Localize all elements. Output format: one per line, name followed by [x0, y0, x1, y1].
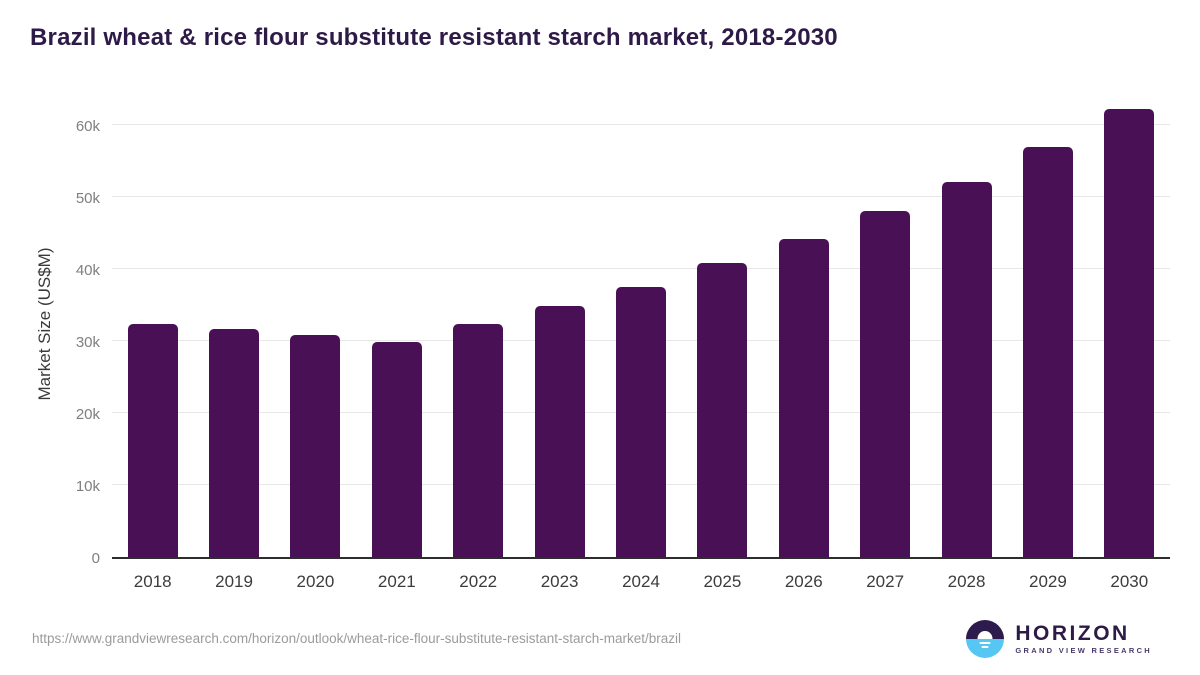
bar-2030: [1104, 109, 1155, 557]
xtick-label-2030: 2030: [1110, 572, 1149, 591]
bar-2024: [616, 287, 666, 557]
page-title: Brazil wheat & rice flour substitute res…: [30, 24, 838, 51]
ytick-label-50k: 50k: [75, 190, 100, 207]
x-axis-tick-labels: 2018 2019 2020 2021 2022 2023 2024 2025 2026 2027…: [112, 572, 1170, 596]
bar-2025: [697, 263, 748, 557]
xtick-label-2025: 2025: [703, 572, 742, 591]
horizon-logo: HORIZON GRAND VIEW RESEARCH: [966, 620, 1152, 658]
logo-text: HORIZON GRAND VIEW RESEARCH: [1015, 623, 1152, 655]
xtick-label-2019: 2019: [215, 572, 253, 591]
logo-name: HORIZON: [1015, 622, 1130, 646]
xtick-label-2021: 2021: [377, 572, 416, 591]
ytick-label-30k: 30k: [75, 334, 100, 351]
gridline-60k: [112, 124, 1170, 125]
xtick-label-2018: 2018: [133, 572, 172, 591]
xtick-label-2028: 2028: [947, 572, 986, 591]
xtick-label-2026: 2026: [784, 572, 823, 591]
bar-2028: [941, 181, 992, 557]
xtick-label-2024: 2024: [622, 572, 660, 591]
xtick-label-2020: 2020: [296, 572, 335, 591]
ytick-label-40k: 40k: [75, 262, 100, 279]
bar-2027: [860, 211, 911, 557]
ytick-label-60k: 60k: [75, 118, 100, 135]
bar-2022: [453, 324, 504, 557]
xtick-label-2029: 2029: [1029, 572, 1067, 591]
gridline-40k: [112, 268, 1170, 269]
bar-2018: [127, 323, 178, 557]
bar-2020: [290, 335, 341, 557]
y-axis-tick-labels: 0 10k 20k 30k 40k 50k 60k: [0, 91, 100, 567]
ytick-label-20k: 20k: [75, 406, 100, 423]
bar-chart: Market Size (US$M) 0 10k 20k 30k 40k 50k 60k 2…: [0, 88, 1200, 598]
gridline-50k: [112, 196, 1170, 197]
plot-area: [112, 91, 1170, 559]
xtick-label-2023: 2023: [540, 572, 579, 591]
ytick-label-10k: 10k: [75, 478, 100, 495]
bar-2026: [778, 239, 829, 557]
xtick-label-2022: 2022: [459, 572, 498, 591]
source-url: https://www.grandviewresearch.com/horizo…: [32, 631, 681, 646]
bar-2029: [1022, 147, 1073, 557]
horizon-sunset-icon: [966, 620, 1005, 658]
bar-2019: [209, 329, 260, 557]
bar-2023: [534, 306, 585, 557]
logo-subtitle: GRAND VIEW RESEARCH: [1015, 646, 1152, 656]
ytick-label-0: 0: [91, 550, 100, 567]
bar-2021: [371, 341, 422, 557]
xtick-label-2027: 2027: [866, 572, 905, 591]
